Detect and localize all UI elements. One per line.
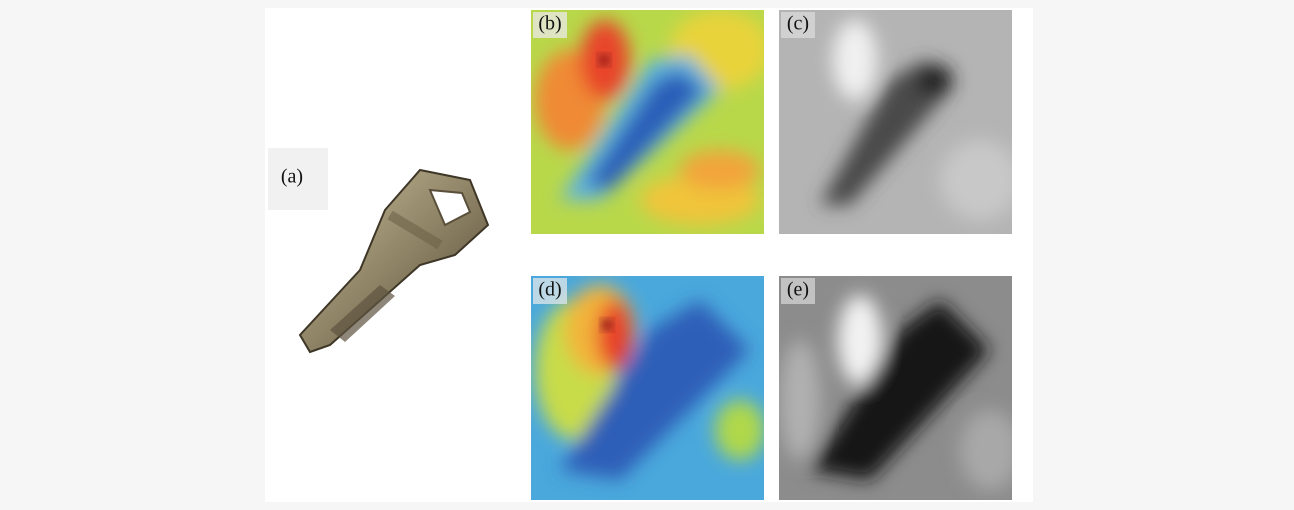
figure: (a) (b) (c) <box>0 0 1294 510</box>
panel-c <box>779 10 1020 234</box>
panel-label: (b) <box>538 13 561 35</box>
panel-label: (c) <box>787 13 809 35</box>
panel-e <box>779 276 1020 500</box>
panel-b <box>531 10 770 234</box>
panel-label: (e) <box>787 279 809 301</box>
panel-d <box>531 276 765 500</box>
panel-label: (d) <box>538 279 561 301</box>
panel-label: (a) <box>281 166 303 188</box>
page: (a) (b) (c) <box>0 0 1294 510</box>
